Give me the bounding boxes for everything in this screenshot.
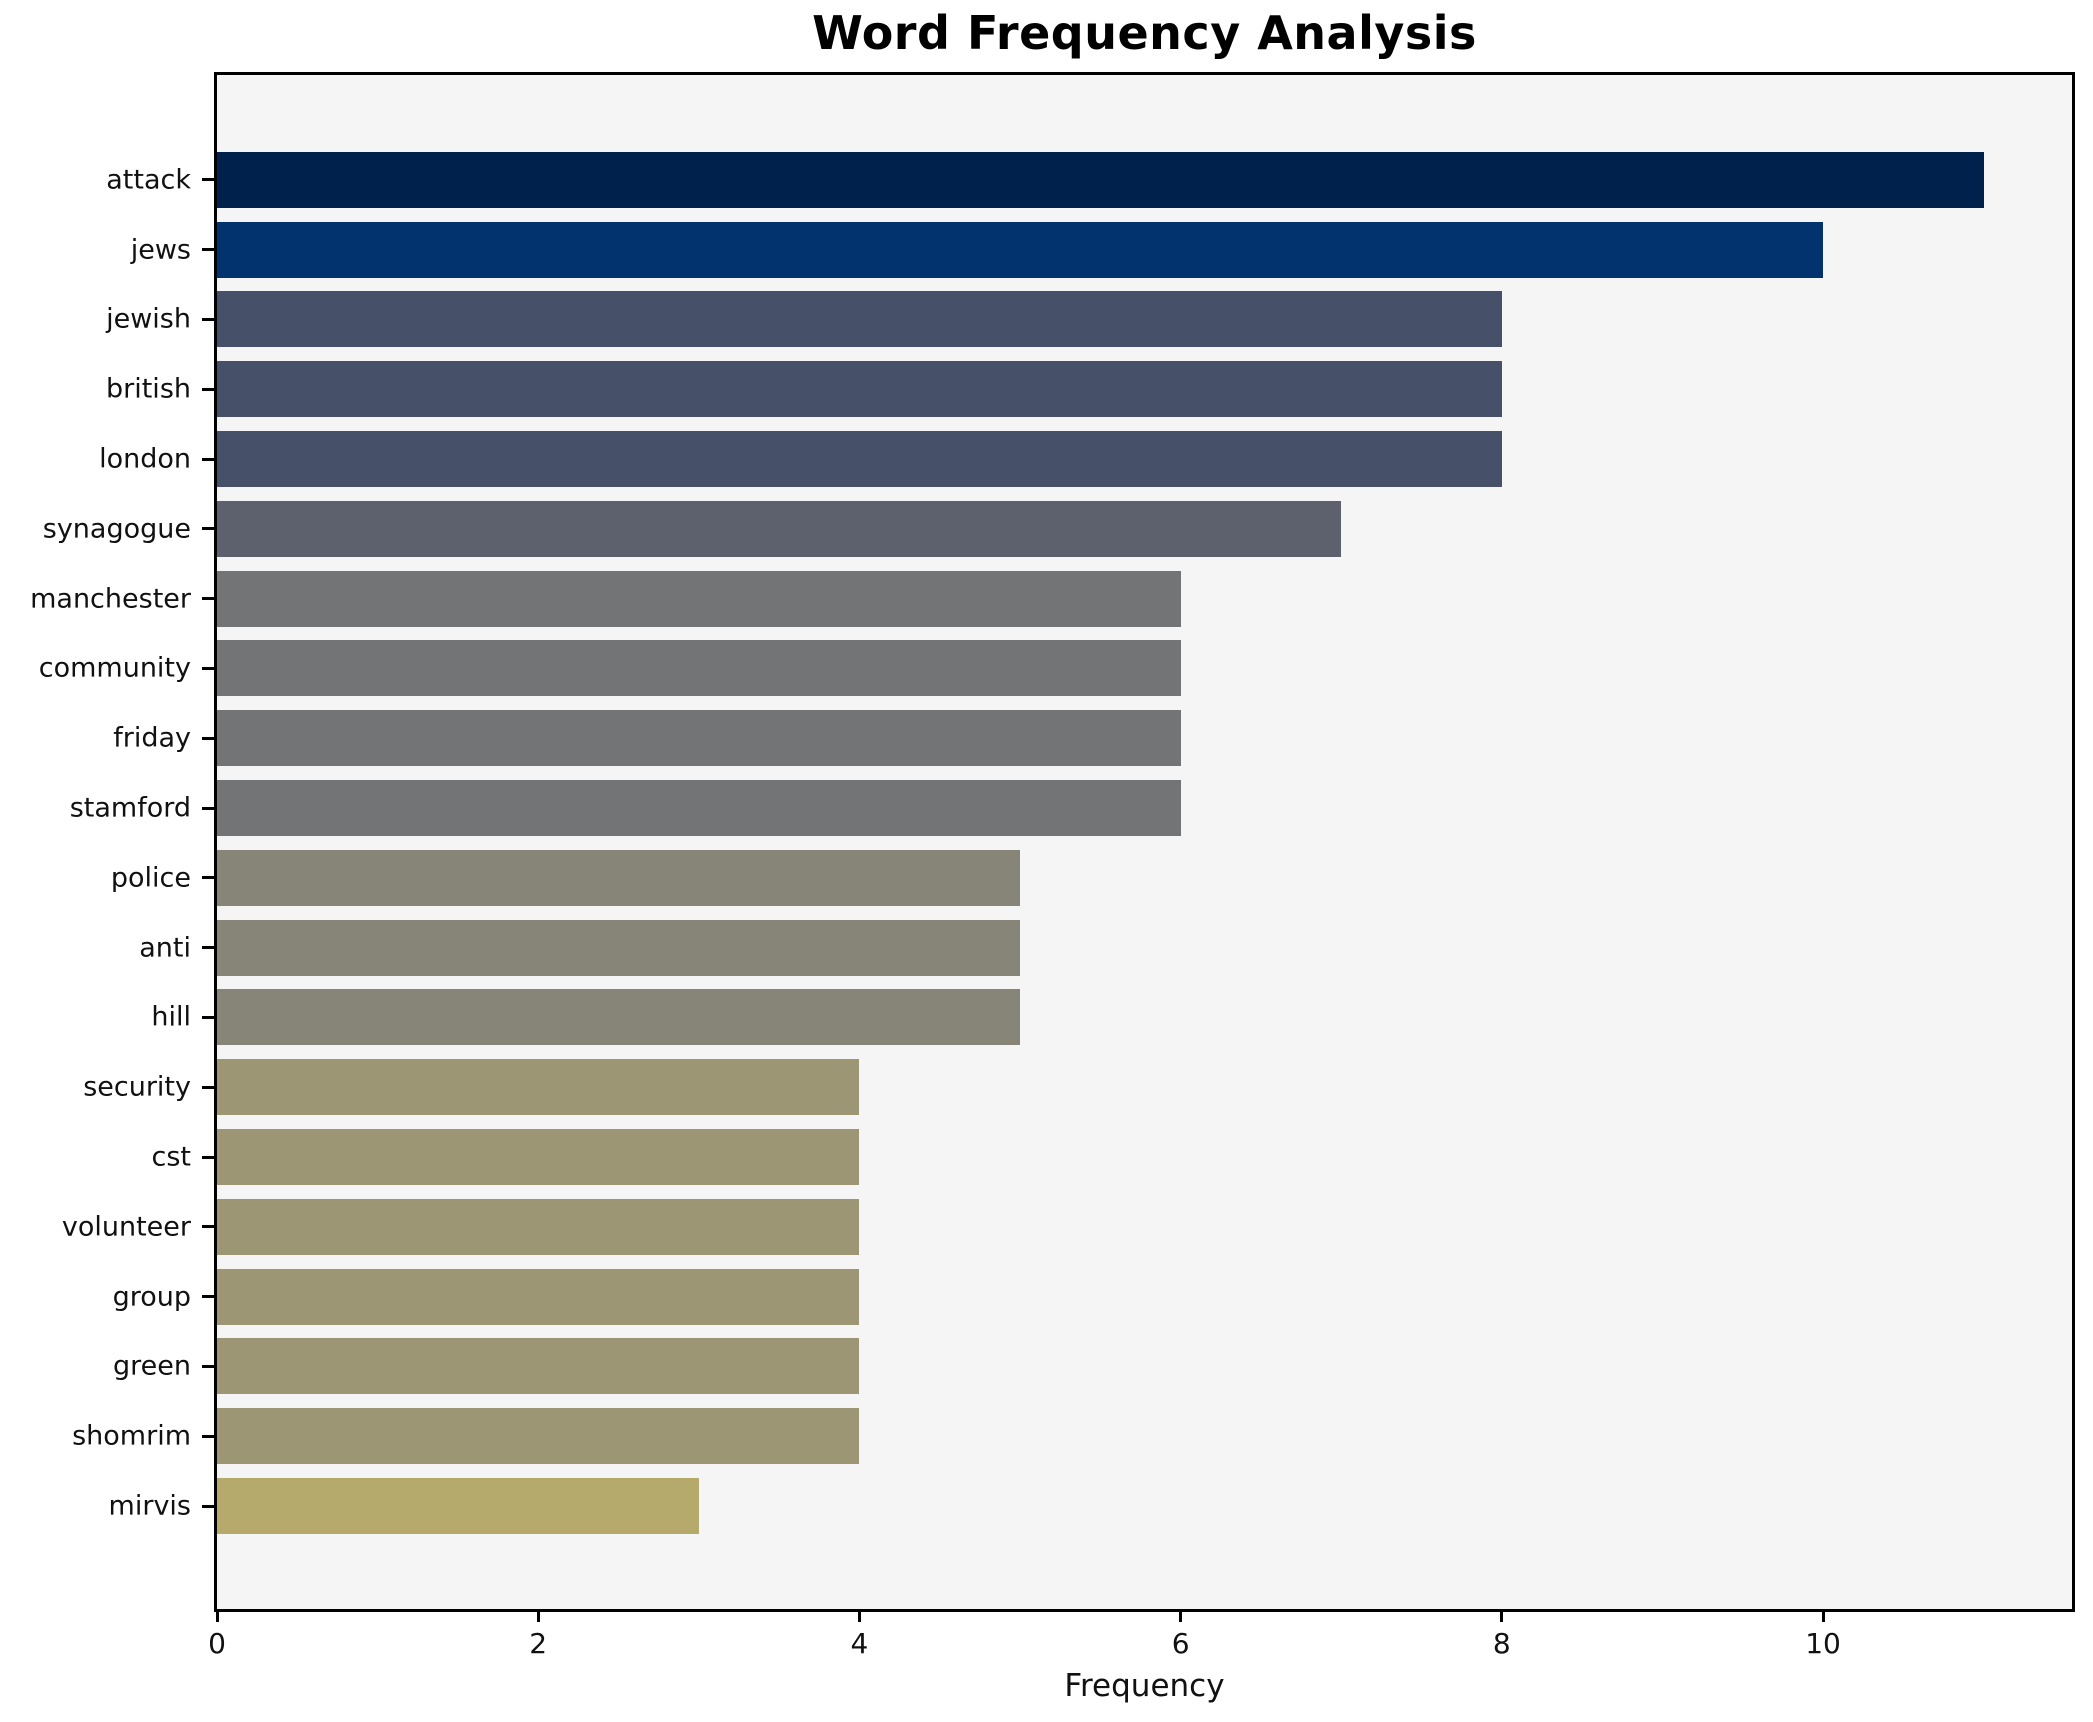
frequency-bar [217,361,1502,418]
x-axis-title: Frequency [1064,1668,1225,1704]
y-tick-mark [202,806,215,810]
category-label: hill [151,1001,191,1033]
bar-row: police [111,843,2072,913]
category-label: british [105,373,191,405]
x-tick-mark [1500,1609,1504,1622]
frequency-bar [217,151,1984,208]
frequency-bar [217,640,1181,697]
y-tick-mark [202,1295,215,1299]
x-tick-label: 0 [208,1627,226,1660]
bar-row: stamford [70,773,2072,843]
frequency-bar [217,221,1824,278]
bar-row: green [113,1332,2072,1402]
bar-row: group [113,1262,2072,1332]
bar-row: london [99,424,2072,494]
y-tick-mark [202,387,215,391]
y-tick-mark [202,527,215,531]
category-label: jewish [106,303,191,335]
frequency-bar [217,849,1021,906]
bar-row: manchester [30,564,2072,634]
frequency-bar [217,1129,860,1186]
bar-row: hill [151,983,2072,1053]
bar-row: british [106,354,2072,424]
bar-row: community [39,634,2072,704]
frequency-bar [217,1198,860,1255]
frequency-bar [217,780,1181,837]
x-tick-mark [1821,1609,1825,1622]
x-tick-mark [857,1609,861,1622]
y-tick-mark [202,1364,215,1368]
y-tick-mark [202,666,215,670]
x-tick-label: 4 [850,1627,869,1660]
x-tick-label: 6 [1171,1627,1190,1660]
chart-title: Word Frequency Analysis [812,6,1477,60]
bar-row: jews [131,215,2072,285]
frequency-bar [217,431,1502,488]
frequency-bar [217,1408,860,1465]
frequency-bar [217,1478,699,1535]
y-tick-mark [202,1085,215,1089]
category-label: manchester [30,583,191,615]
y-tick-mark [202,1504,215,1508]
frequency-bar [217,500,1342,557]
y-tick-mark [202,248,215,252]
y-tick-mark [202,457,215,461]
x-tick-label: 2 [529,1627,548,1660]
bars-container: attack jews jewish british london synagogue ma… [30,75,2072,1609]
category-label: community [38,652,191,684]
y-tick-mark [202,317,215,321]
category-label: london [99,443,191,475]
category-label: cst [151,1141,192,1173]
category-label: jews [130,234,191,266]
y-tick-mark [202,946,215,950]
x-tick-mark [1179,1609,1183,1622]
category-label: group [112,1281,191,1313]
bar-row: security [83,1052,2072,1122]
category-label: synagogue [42,513,191,545]
category-label: green [113,1350,191,1382]
y-tick-mark [202,1015,215,1019]
category-label: stamford [69,792,191,824]
category-label: anti [139,932,191,964]
y-tick-mark [202,1225,215,1229]
bar-row: volunteer [62,1192,2072,1262]
bar-row: attack [106,145,2072,215]
bar-row: synagogue [43,494,2072,564]
category-label: volunteer [61,1211,191,1243]
frequency-bar [217,1059,860,1116]
plot-area: attack jews jewish british london synagogue ma… [30,72,2075,1660]
bar-row: anti [139,913,2072,983]
frequency-bar [217,291,1502,348]
category-label: police [110,862,191,894]
category-label: attack [106,164,191,196]
bar-row: cst [152,1122,2072,1192]
category-label: mirvis [108,1490,191,1522]
x-tick-mark [536,1609,540,1622]
x-tick-label: 10 [1805,1627,1841,1660]
y-tick-mark [202,1434,215,1438]
frequency-bar [217,710,1181,767]
frequency-bar [217,989,1021,1046]
frequency-bar [217,1338,860,1395]
y-tick-mark [202,178,215,182]
bar-row: jewish [106,285,2072,355]
bar-row: mirvis [109,1471,2072,1541]
category-label: shomrim [72,1420,191,1452]
frequency-bar [217,570,1181,627]
x-tick-mark [215,1609,219,1622]
bar-row: friday [113,703,2072,773]
category-label: security [83,1071,191,1103]
y-tick-mark [202,876,215,880]
bar-row: shomrim [72,1401,2072,1471]
frequency-bar [217,919,1021,976]
frequency-bar [217,1268,860,1325]
y-tick-mark [202,1155,215,1159]
category-label: friday [113,722,191,754]
x-tick-label: 8 [1492,1627,1511,1660]
y-tick-mark [202,736,215,740]
y-tick-mark [202,597,215,601]
